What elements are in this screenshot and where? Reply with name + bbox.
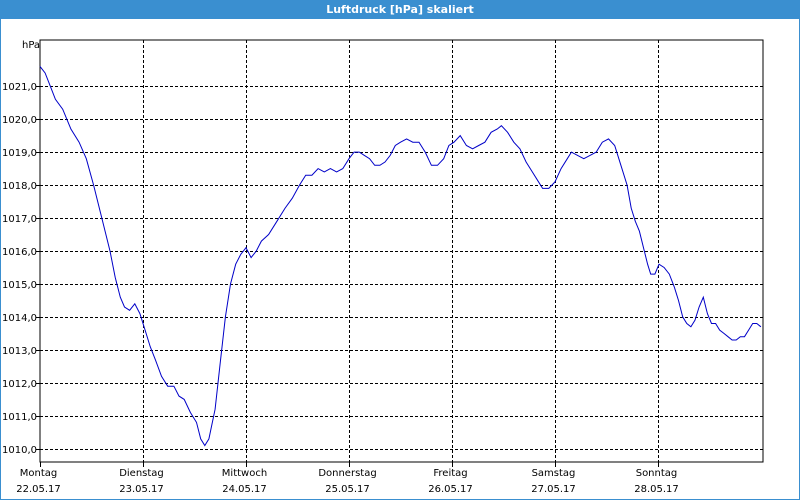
y-tick-label: 1011,0 xyxy=(2,412,37,423)
y-tick-label: 1020,0 xyxy=(2,115,37,126)
x-tick-day-label: Donnerstag xyxy=(318,468,376,479)
x-tick-day-label: Samstag xyxy=(532,468,576,479)
pressure-series-line xyxy=(39,66,762,447)
x-tick-date-label: 24.05.17 xyxy=(222,484,267,495)
y-tick-label: 1016,0 xyxy=(2,247,37,258)
y-tick-label: 1013,0 xyxy=(2,346,37,357)
x-tick-day-label: Freitag xyxy=(433,468,467,479)
x-tick-date-label: 28.05.17 xyxy=(634,484,679,495)
y-tick-label: 1014,0 xyxy=(2,313,37,324)
y-tick-label: 1019,0 xyxy=(2,148,37,159)
x-tick-date-label: 23.05.17 xyxy=(119,484,164,495)
y-tick-label: 1017,0 xyxy=(2,214,37,225)
grid-lines xyxy=(40,40,763,462)
x-tick-date-label: 22.05.17 xyxy=(16,484,61,495)
x-tick-date-label: 25.05.17 xyxy=(325,484,370,495)
x-axis-ticks: Montag 22.05.17 Dienstag 23.05.17 Mittwoch 24… xyxy=(16,462,679,495)
x-tick-date-label: 26.05.17 xyxy=(428,484,473,495)
y-axis-unit-label: hPa xyxy=(22,40,40,51)
y-axis-ticks: 1010,0 1011,0 1012,0 1013,0 1014,0 1015,0 1016… xyxy=(2,82,40,456)
x-tick-day-label: Dienstag xyxy=(119,468,164,479)
y-tick-label: 1018,0 xyxy=(2,181,37,192)
x-tick-day-label: Montag xyxy=(20,468,57,479)
y-tick-label: 1015,0 xyxy=(2,280,37,291)
x-tick-day-label: Mittwoch xyxy=(222,468,267,479)
y-tick-label: 1012,0 xyxy=(2,379,37,390)
y-tick-label: 1021,0 xyxy=(2,82,37,93)
x-tick-day-label: Sonntag xyxy=(636,468,678,479)
chart-title: Luftdruck [hPa] skaliert xyxy=(0,0,800,19)
y-tick-label: 1010,0 xyxy=(2,445,37,456)
x-tick-date-label: 27.05.17 xyxy=(531,484,576,495)
